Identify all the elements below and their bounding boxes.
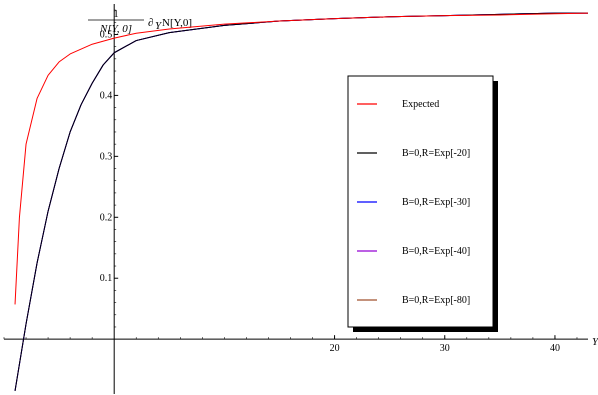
series-line bbox=[14, 12, 589, 305]
y-ticks: 0.1 0.2 0.3 0.4 0.5 bbox=[100, 9, 119, 328]
y-tick-label: 0.4 bbox=[100, 90, 113, 101]
series-line bbox=[14, 12, 588, 392]
y-tick-label: 0.2 bbox=[100, 212, 113, 223]
legend-label: B=0,R=Exp[-40] bbox=[402, 246, 470, 257]
y-tick-label: 0.1 bbox=[100, 273, 113, 284]
series-group bbox=[14, 12, 589, 392]
y-tick-label: 0.5 bbox=[100, 29, 113, 40]
legend-label: Expected bbox=[402, 99, 439, 110]
legend-label: B=0,R=Exp[-80] bbox=[402, 295, 470, 306]
legend-items: Expected B=0,R=Exp[-20] B=0,R=Exp[-30] B=0,… bbox=[357, 99, 470, 306]
y-axis-label: 1 N[Y, 0] ∂ Y N[Y,0] bbox=[88, 8, 192, 35]
legend-item: Expected bbox=[357, 99, 439, 110]
legend-label: B=0,R=Exp[-30] bbox=[402, 197, 470, 208]
y-label-denominator: N[Y, 0] bbox=[99, 23, 132, 35]
legend: Expected B=0,R=Exp[-20] B=0,R=Exp[-30] B=0,… bbox=[347, 75, 498, 332]
legend-item: B=0,R=Exp[-20] bbox=[357, 148, 470, 159]
x-tick-label: 30 bbox=[440, 343, 450, 354]
x-ticks: 20 30 40 bbox=[3, 335, 578, 354]
y-label-numerator: 1 bbox=[113, 8, 119, 20]
legend-item: B=0,R=Exp[-80] bbox=[357, 295, 470, 306]
series-line bbox=[14, 12, 588, 392]
axes bbox=[4, 4, 588, 394]
series-line bbox=[14, 12, 588, 392]
y-label-operator-sub: Y bbox=[155, 20, 163, 32]
y-tick-label: 0.3 bbox=[100, 151, 113, 162]
y-label-function: N[Y,0] bbox=[162, 17, 192, 29]
x-tick-label: 20 bbox=[330, 343, 340, 354]
series-line bbox=[14, 12, 588, 392]
x-tick-label: 40 bbox=[550, 343, 560, 354]
legend-label: B=0,R=Exp[-20] bbox=[402, 148, 470, 159]
y-label-operator: ∂ bbox=[148, 17, 153, 29]
legend-item: B=0,R=Exp[-40] bbox=[357, 246, 470, 257]
legend-item: B=0,R=Exp[-30] bbox=[357, 197, 470, 208]
x-axis-label: Y bbox=[592, 336, 598, 348]
